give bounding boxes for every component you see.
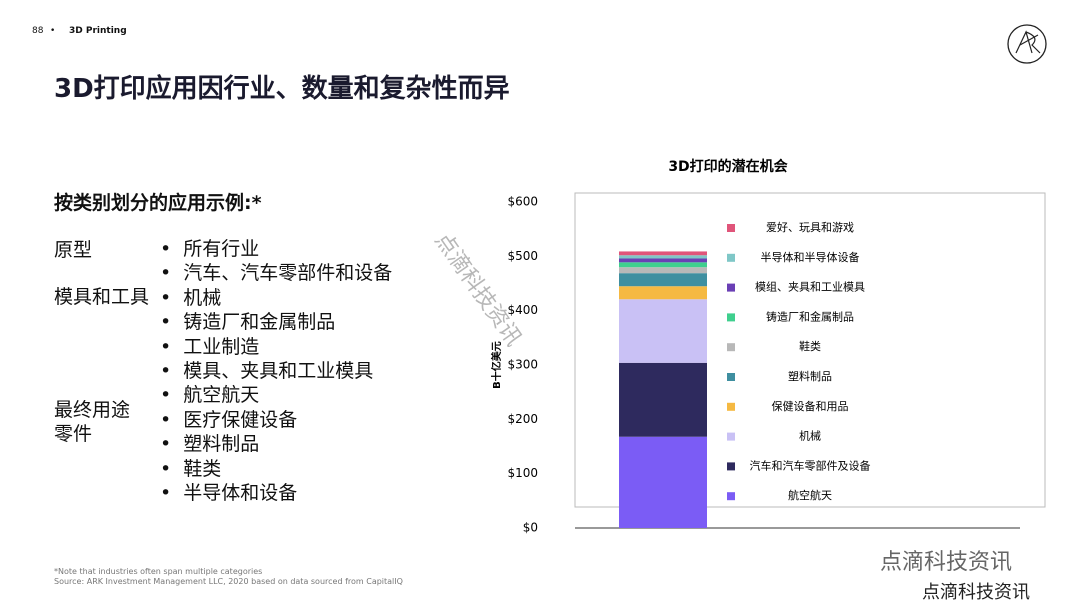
legend-label: 汽车和汽车零部件及设备 [750, 458, 871, 472]
legend-label: 鞋类 [799, 339, 821, 353]
legend-label: 半导体和半导体设备 [761, 250, 860, 264]
item-list: 所有行业汽车、汽车零部件和设备机械铸造厂和金属制品工业制造模具、夹具和工业模具航… [160, 237, 392, 505]
legend-label: 航空航天 [788, 488, 832, 502]
bar-segment [619, 262, 707, 268]
y-tick-label: $0 [523, 521, 538, 535]
bar-segment [619, 362, 707, 437]
legend-label: 塑料制品 [788, 369, 832, 383]
legend-swatch [727, 462, 735, 471]
legend-swatch [727, 253, 735, 262]
bar-segment [619, 273, 707, 287]
watermark: 点滴科技资讯 [922, 582, 1030, 603]
legend-swatch [727, 224, 735, 232]
bar-segment [619, 436, 707, 528]
item: 航空航天 [160, 383, 392, 407]
legend-swatch [727, 432, 735, 441]
legend-swatch [727, 492, 735, 501]
section: 3D Printing [69, 26, 127, 36]
legend-swatch [727, 373, 735, 381]
item: 机械 [160, 286, 392, 310]
y-tick-label: $400 [507, 303, 538, 317]
separator: • [50, 26, 56, 36]
bar-segment [619, 299, 707, 363]
legend-swatch [727, 402, 735, 411]
group-label: 最终用途零件 [54, 399, 131, 445]
item: 汽车、汽车零部件和设备 [160, 261, 392, 285]
y-tick-label: $300 [507, 358, 538, 372]
legend-label: 机械 [799, 429, 821, 443]
logo [1007, 24, 1047, 64]
bar-segment [619, 251, 707, 256]
item: 塑料制品 [160, 432, 392, 456]
footnote: *Note that industries often span multipl… [54, 567, 263, 576]
legend-swatch [727, 313, 735, 322]
chart-title: 3D打印的潜在机会 [668, 158, 788, 175]
footnote: Source: ARK Investment Management LLC, 2… [54, 577, 403, 586]
bar-segment [619, 255, 707, 259]
group-label: 模具和工具 [54, 286, 150, 308]
bar-segment [619, 258, 707, 263]
item: 鞋类 [160, 457, 392, 481]
y-tick-label: $200 [507, 412, 538, 426]
item: 模具、夹具和工业模具 [160, 359, 392, 383]
item: 铸造厂和金属制品 [160, 310, 392, 334]
legend-frame [574, 192, 1046, 508]
bar-segment [619, 267, 707, 274]
legend-label: 保健设备和用品 [772, 399, 849, 413]
group-label: 原型 [54, 239, 93, 261]
bar-segment [619, 286, 707, 300]
legend-label: 模组、夹具和工业模具 [755, 280, 865, 294]
item: 医疗保健设备 [160, 408, 392, 432]
legend-label: 铸造厂和金属制品 [766, 309, 854, 323]
item: 所有行业 [160, 237, 392, 261]
y-tick-label: $500 [507, 249, 538, 263]
y-axis-label: B十亿美元 [490, 341, 503, 389]
legend-swatch [727, 343, 735, 352]
legend-label: 爱好、玩具和游戏 [766, 220, 854, 234]
item: 工业制造 [160, 335, 392, 359]
y-tick-label: $100 [507, 466, 538, 480]
item: 半导体和设备 [160, 481, 392, 505]
subtitle: 按类别划分的应用示例:* [54, 192, 262, 214]
y-tick-label: $600 [507, 195, 538, 209]
title: 3D打印应用因行业、数量和复杂性而异 [54, 74, 510, 104]
page-number: 88 [32, 26, 44, 36]
watermark: 点滴科技资讯 [880, 550, 1013, 575]
legend-swatch [727, 283, 735, 292]
